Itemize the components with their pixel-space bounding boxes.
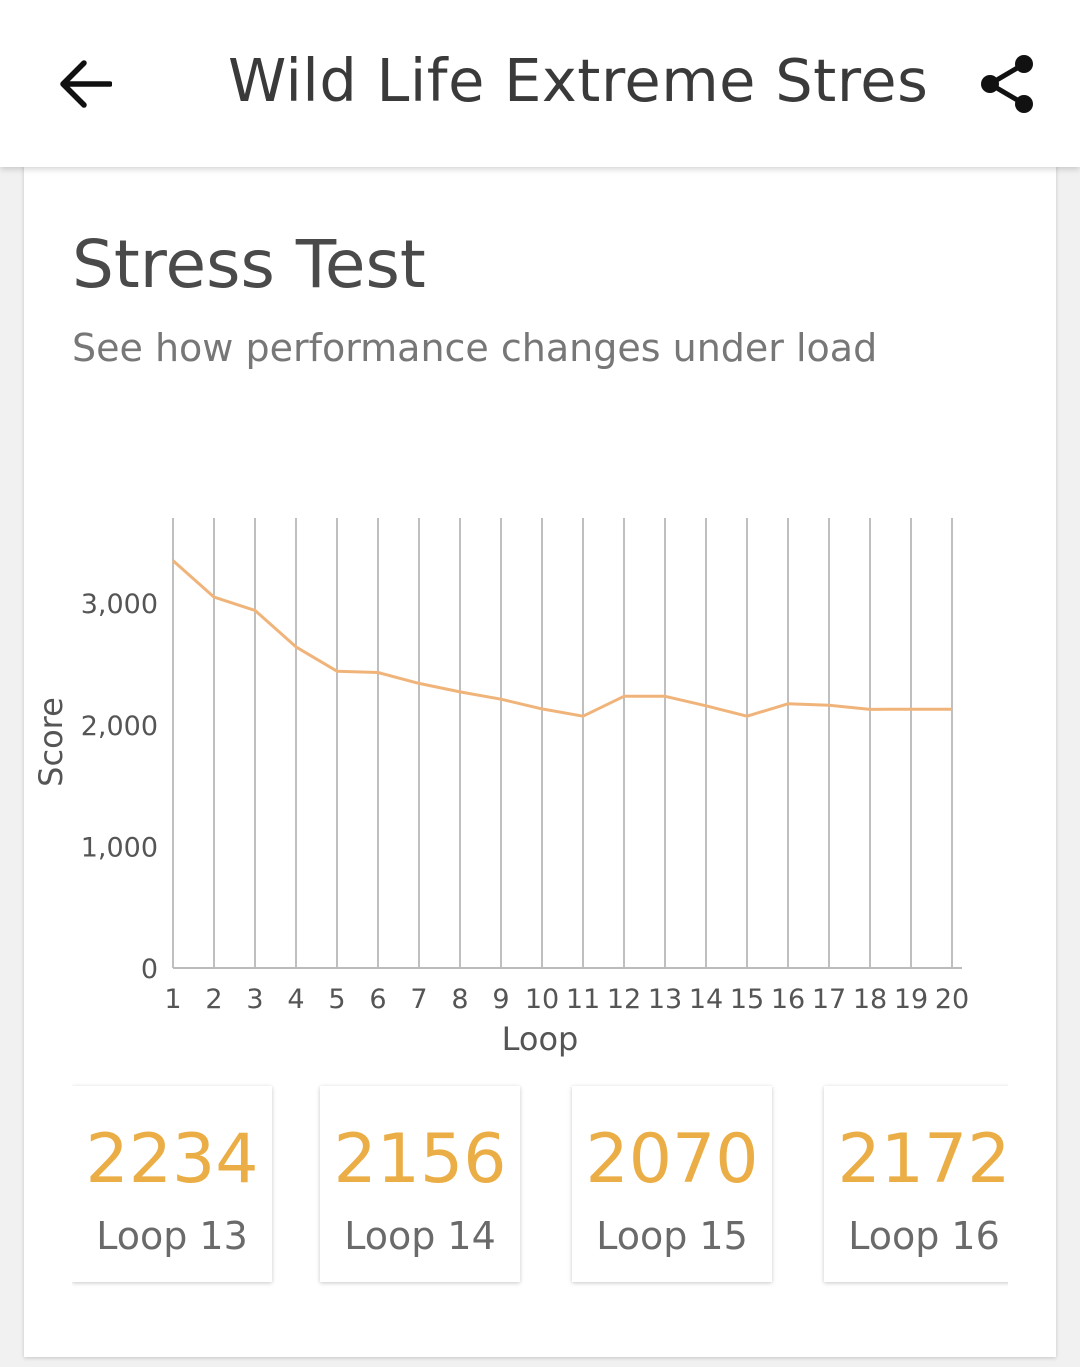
- loop-tile[interactable]: 2156 Loop 14: [320, 1086, 520, 1282]
- y-axis-label: Score: [32, 697, 70, 787]
- x-tick-label: 15: [730, 984, 764, 1015]
- x-tick-label: 17: [812, 984, 846, 1015]
- loop-tile[interactable]: 2172 Loop 16: [824, 1086, 1008, 1282]
- score-line: [172, 559, 952, 718]
- loop-label: Loop 14: [344, 1214, 496, 1258]
- x-tick-label: 3: [246, 984, 263, 1015]
- stress-test-card: Stress Test See how performance changes …: [24, 150, 1056, 1357]
- x-tick-label: 8: [451, 984, 468, 1015]
- share-button[interactable]: [968, 44, 1048, 124]
- x-tick-label: 9: [492, 984, 509, 1015]
- x-tick-labels: 1 2 3 4 5 6 7 8 9 10 11 12 13 14 15 16 17 18 19 20: [164, 984, 969, 1015]
- loop-score-tiles: 2234 Loop 13 2156 Loop 14 2070 Loop 15 2…: [72, 1082, 1008, 1292]
- loop-tile[interactable]: 2234 Loop 13: [72, 1086, 272, 1282]
- loop-score-value: 2234: [85, 1120, 259, 1199]
- y-tick-label: 1,000: [81, 832, 158, 863]
- loop-label: Loop 16: [848, 1214, 1000, 1258]
- back-button[interactable]: [40, 44, 130, 124]
- x-tick-label: 13: [648, 984, 682, 1015]
- x-tick-label: 18: [853, 984, 887, 1015]
- x-tick-label: 6: [369, 984, 386, 1015]
- loop-score-value: 2172: [837, 1120, 1008, 1199]
- x-tick-label: 1: [164, 984, 181, 1015]
- x-tick-label: 12: [607, 984, 641, 1015]
- card-subtitle: See how performance changes under load: [72, 326, 878, 370]
- loop-score-value: 2070: [585, 1120, 759, 1199]
- app-bar: Wild Life Extreme Stress...: [0, 0, 1080, 167]
- x-axis-label: Loop: [502, 1020, 579, 1058]
- loop-label: Loop 15: [596, 1214, 748, 1258]
- arrow-left-icon: [60, 60, 112, 108]
- share-icon: [981, 55, 1033, 113]
- app-title: Wild Life Extreme Stress...: [228, 46, 928, 115]
- x-tick-label: 16: [771, 984, 805, 1015]
- x-tick-label: 2: [205, 984, 222, 1015]
- x-tick-label: 5: [328, 984, 345, 1015]
- x-tick-label: 14: [689, 984, 723, 1015]
- y-tick-label: 0: [141, 954, 158, 985]
- x-tick-label: 7: [410, 984, 427, 1015]
- card-title: Stress Test: [72, 226, 426, 303]
- x-tick-label: 4: [287, 984, 304, 1015]
- y-tick-labels: 0 1,000 2,000 3,000: [81, 589, 158, 985]
- grid-lines: [172, 518, 953, 968]
- loop-label: Loop 13: [96, 1214, 248, 1258]
- y-tick-label: 2,000: [81, 711, 158, 742]
- x-tick-label: 20: [935, 984, 969, 1015]
- x-tick-label: 19: [894, 984, 928, 1015]
- y-tick-label: 3,000: [81, 589, 158, 620]
- loop-score-value: 2156: [333, 1120, 507, 1199]
- x-tick-label: 11: [566, 984, 600, 1015]
- x-tick-label: 10: [525, 984, 559, 1015]
- loop-tile[interactable]: 2070 Loop 15: [572, 1086, 772, 1282]
